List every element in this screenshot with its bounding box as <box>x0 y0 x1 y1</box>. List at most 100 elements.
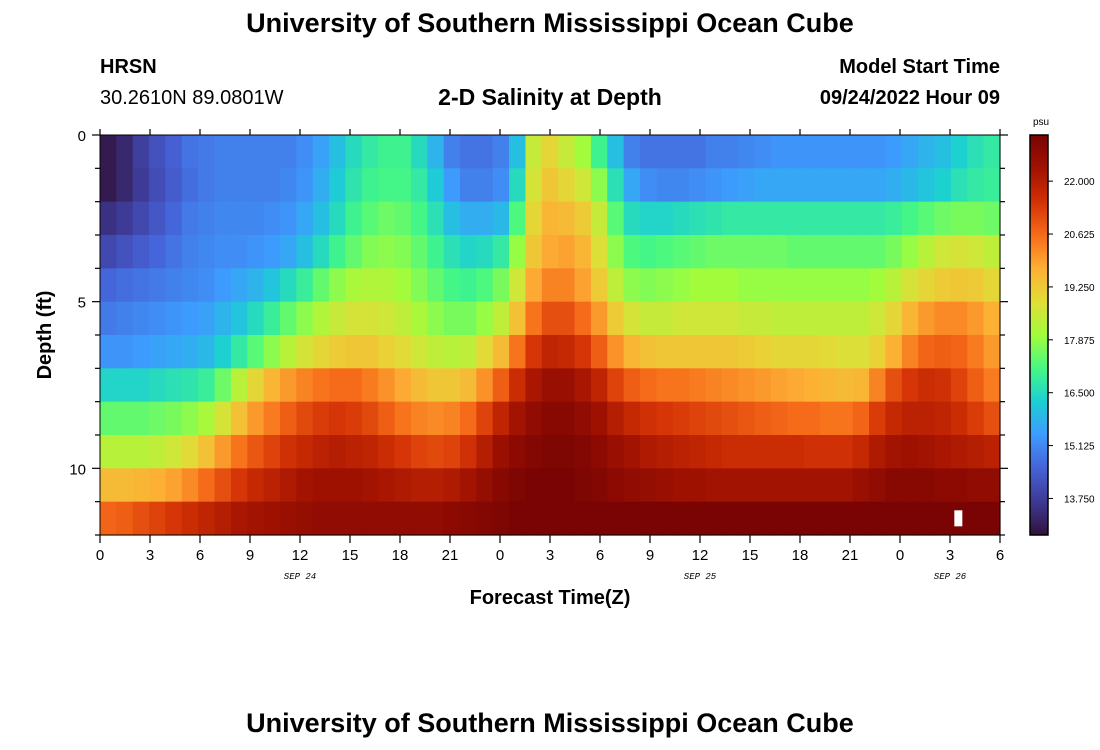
heatmap-cell <box>901 301 919 336</box>
heatmap-cell <box>509 368 527 403</box>
x-tick-label: 12 <box>292 547 309 564</box>
heatmap-cell <box>820 168 837 203</box>
heatmap-cell <box>280 501 297 536</box>
x-tick-label: 21 <box>842 547 859 564</box>
heatmap-cell <box>590 501 608 536</box>
heatmap-cell <box>427 301 445 336</box>
heatmap-cell <box>803 201 821 236</box>
heatmap-cell <box>770 201 788 236</box>
heatmap-cell <box>983 168 1001 203</box>
heatmap-cell <box>132 168 150 203</box>
heatmap-cell <box>918 368 936 403</box>
heatmap-cell <box>329 168 347 203</box>
heatmap-cell <box>329 368 347 403</box>
heatmap-cell <box>950 301 968 336</box>
heatmap-cell <box>312 501 330 536</box>
heatmap-cell <box>165 301 183 336</box>
heatmap-cell <box>116 468 134 503</box>
heatmap-cell <box>460 135 477 169</box>
heatmap-cell <box>738 301 756 336</box>
heatmap-cell <box>443 135 461 169</box>
heatmap-cell <box>590 368 608 403</box>
heatmap-cell <box>885 235 903 269</box>
heatmap-cell <box>263 501 281 536</box>
footer-title: University of Southern Mississippi Ocean… <box>246 708 854 738</box>
heatmap-cell <box>623 235 641 269</box>
heatmap-cell <box>198 368 216 403</box>
heatmap-cell <box>640 235 657 269</box>
heatmap-cell <box>312 468 330 503</box>
heatmap-cell <box>460 501 477 536</box>
heatmap-cell <box>705 335 723 369</box>
heatmap-cell <box>672 168 690 203</box>
heatmap-cell <box>803 401 821 436</box>
heatmap-cell <box>623 168 641 203</box>
heatmap-cell <box>918 301 936 336</box>
heatmap-cell <box>132 468 150 503</box>
heatmap-cell <box>852 168 870 203</box>
heatmap-cell <box>558 435 576 469</box>
heatmap-cell <box>345 401 363 436</box>
heatmap-cell <box>378 401 396 436</box>
heatmap-cell <box>525 135 543 169</box>
heatmap-cell <box>280 368 297 403</box>
heatmap-cell <box>100 501 117 536</box>
heatmap-cell <box>836 301 854 336</box>
heatmap-cell <box>296 168 314 203</box>
x-tick-label: 3 <box>146 547 154 564</box>
heatmap-cell <box>967 301 985 336</box>
heatmap-cell <box>787 435 805 469</box>
heatmap-cell <box>492 301 510 336</box>
heatmap-cell <box>460 268 477 303</box>
heatmap-cell <box>198 135 216 169</box>
heatmap-cell <box>329 335 347 369</box>
heatmap-cell <box>132 268 150 303</box>
heatmap-cell <box>443 501 461 536</box>
heatmap-cell <box>181 168 199 203</box>
heatmap-cell <box>230 168 248 203</box>
heatmap-cell <box>787 235 805 269</box>
heatmap-cell <box>198 235 216 269</box>
heatmap-cell <box>721 301 739 336</box>
heatmap-cell <box>901 401 919 436</box>
heatmap-cell <box>803 335 821 369</box>
heatmap-cell <box>312 235 330 269</box>
heatmap-cell <box>672 468 690 503</box>
heatmap-cell <box>983 435 1001 469</box>
date-label: SEP 26 <box>934 572 967 582</box>
heatmap-cell <box>689 201 707 236</box>
colorbar-tick-label: 17.875 <box>1064 336 1095 347</box>
heatmap-cell <box>541 435 559 469</box>
heatmap-cell <box>934 201 952 236</box>
heatmap-cell <box>132 368 150 403</box>
heatmap-cell <box>967 501 985 536</box>
heatmap-cell <box>590 135 608 169</box>
heatmap-cell <box>869 268 887 303</box>
heatmap-cell <box>378 435 396 469</box>
heatmap-cell <box>378 135 396 169</box>
heatmap-cell <box>280 135 297 169</box>
heatmap-cell <box>476 135 494 169</box>
heatmap-cell <box>901 168 919 203</box>
heatmap-cell <box>312 301 330 336</box>
date-label: SEP 25 <box>684 572 717 582</box>
heatmap-cell <box>754 301 772 336</box>
heatmap-cell <box>378 301 396 336</box>
heatmap-cell <box>329 135 347 169</box>
heatmap-cell <box>149 435 167 469</box>
heatmap-cell <box>574 401 592 436</box>
heatmap-cell <box>329 235 347 269</box>
heatmap-cell <box>672 135 690 169</box>
heatmap-cell <box>623 301 641 336</box>
heatmap-cell <box>885 135 903 169</box>
heatmap-cell <box>754 135 772 169</box>
heatmap-cell <box>754 235 772 269</box>
heatmap-cell <box>689 335 707 369</box>
heatmap-cell <box>165 135 183 169</box>
heatmap-cell <box>427 368 445 403</box>
heatmap-cell <box>705 435 723 469</box>
page-title: University of Southern Mississippi Ocean… <box>246 8 854 38</box>
heatmap-cell <box>770 468 788 503</box>
heatmap-cell <box>950 135 968 169</box>
heatmap-cell <box>590 435 608 469</box>
